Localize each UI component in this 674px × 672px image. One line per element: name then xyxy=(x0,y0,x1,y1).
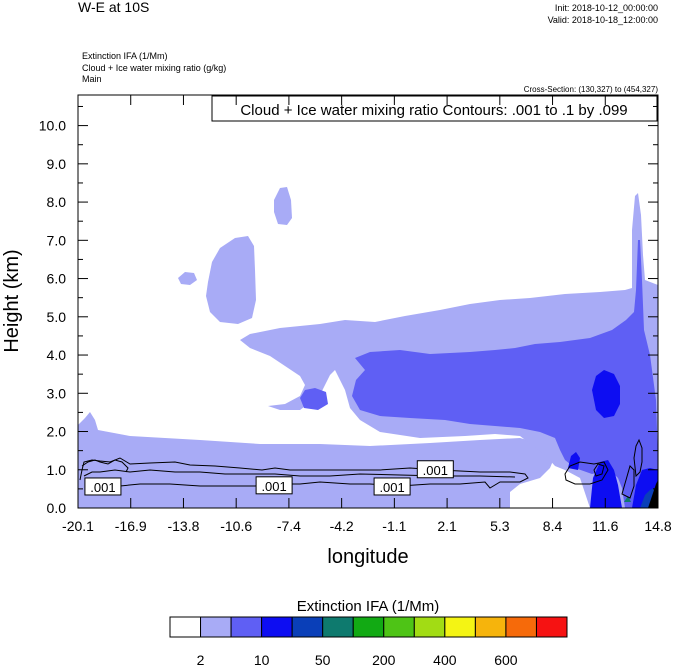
cross-section-label: Cross-Section: (130,327) to (454,327) xyxy=(524,85,659,94)
field-name-extinction: Extinction IFA (1/Mm) xyxy=(82,51,168,61)
contour-label-box xyxy=(416,460,454,479)
contour-line xyxy=(633,438,643,478)
legend-swatch xyxy=(322,616,354,638)
contour-line xyxy=(79,457,529,489)
x-tick-label: -13.8 xyxy=(167,518,199,534)
contour-label-text: .001 xyxy=(90,480,115,495)
contour-label-box xyxy=(373,477,411,496)
contour-info: Cloud + Ice water mixing ratio Contours:… xyxy=(240,102,627,119)
legend-label: 2 xyxy=(197,652,205,667)
legend-swatch xyxy=(413,616,446,638)
contour-label-text: .001 xyxy=(379,480,404,495)
y-tick-label: 6.0 xyxy=(47,271,67,287)
x-tick-label: -1.1 xyxy=(382,518,406,534)
shade-region-light xyxy=(178,272,197,285)
field-name-mixing-ratio: Cloud + Ice water mixing ratio (g/kg) xyxy=(82,63,226,73)
x-tick-label: -20.1 xyxy=(62,518,94,534)
contour-label-box xyxy=(255,476,293,495)
extinction-shading xyxy=(78,187,658,508)
contour-line xyxy=(81,459,129,473)
contour-label: .001 xyxy=(416,460,454,479)
x-axis-label: longitude xyxy=(327,546,408,568)
y-tick-label: 2.0 xyxy=(47,424,67,440)
x-tick-label: 5.3 xyxy=(490,518,510,534)
y-tick-label: 10.0 xyxy=(39,118,66,134)
contour-label-text: .001 xyxy=(261,479,286,494)
legend-swatch xyxy=(200,616,232,638)
x-tick-label: 14.8 xyxy=(644,518,671,534)
legend-swatch xyxy=(261,616,293,638)
contour-line xyxy=(83,469,516,478)
x-tick-label: -4.2 xyxy=(330,518,354,534)
contour-label-box xyxy=(84,477,122,496)
legend-swatch xyxy=(352,616,385,638)
y-tick-label: 8.0 xyxy=(47,194,67,210)
plot-frame xyxy=(77,94,659,509)
legend-label: 10 xyxy=(254,652,270,667)
y-tick-label: 1.0 xyxy=(47,462,67,478)
x-tick-label: 8.4 xyxy=(543,518,563,534)
shade-region-medium xyxy=(300,388,328,410)
y-axis: 0.0 1.0 2.0 3.0 4.0 5.0 6.0 7.0 8.0 9.0 10.0 xyxy=(39,105,658,516)
contour-label: .001 xyxy=(84,477,122,496)
legend-swatch xyxy=(535,616,568,638)
y-tick-label: 7.0 xyxy=(47,232,67,248)
shade-region-deep xyxy=(590,460,622,508)
plot-title: W-E at 10S xyxy=(78,0,149,15)
x-tick-label: -10.6 xyxy=(220,518,252,534)
init-time: Init: 2018-10-12_00:00:00 xyxy=(555,3,658,13)
y-tick-label: 0.0 xyxy=(47,500,67,516)
legend-label: 600 xyxy=(494,652,518,667)
legend-swatch xyxy=(505,616,537,638)
y-tick-label: 3.0 xyxy=(47,385,67,401)
x-axis: -20.1 -16.9 -13.8 -10.6 -7.4 -4.2 -1.1 2.1 5.3 8.… xyxy=(62,95,672,534)
contour-label: .001 xyxy=(255,476,293,495)
contour-line xyxy=(564,461,609,485)
legend-swatch xyxy=(444,616,476,638)
shade-region-teal xyxy=(624,496,631,502)
y-tick-label: 9.0 xyxy=(47,156,67,172)
contour-line xyxy=(621,465,635,499)
shade-region-deep xyxy=(592,370,620,418)
legend-swatch xyxy=(230,616,263,638)
shade-region-light xyxy=(274,187,292,225)
contour-labels: .001 .001 .001 .001 xyxy=(84,460,454,496)
y-axis-label: Height (km) xyxy=(1,249,23,352)
field-name-main: Main xyxy=(82,74,102,84)
legend-label: 200 xyxy=(372,652,396,667)
shade-region-medium xyxy=(352,240,658,508)
x-tick-label: 11.6 xyxy=(592,518,618,534)
legend-title: Extinction IFA (1/Mm) xyxy=(297,598,440,615)
y-tick-label: 4.0 xyxy=(47,347,67,363)
legend-swatch xyxy=(291,616,324,638)
x-tick-label: -16.9 xyxy=(115,518,147,534)
x-tick-label: -7.4 xyxy=(277,518,301,534)
contour-label: .001 xyxy=(373,477,411,496)
legend-swatch xyxy=(474,616,507,638)
legend: 2 10 50 200 400 600 xyxy=(169,616,568,668)
contour-label-text: .001 xyxy=(423,463,448,478)
contour-info-box xyxy=(211,95,658,122)
valid-time: Valid: 2018-10-18_12:00:00 xyxy=(548,15,658,25)
x-tick-label: 2.1 xyxy=(437,518,457,534)
legend-swatch xyxy=(169,616,202,638)
legend-label: 50 xyxy=(315,652,331,667)
y-tick-label: 5.0 xyxy=(47,309,67,325)
legend-label: 400 xyxy=(433,652,457,667)
contour-line xyxy=(593,463,605,477)
shade-region-light xyxy=(206,236,256,324)
contour-lines xyxy=(79,438,643,499)
legend-swatch xyxy=(383,616,415,638)
terrain xyxy=(648,480,658,508)
